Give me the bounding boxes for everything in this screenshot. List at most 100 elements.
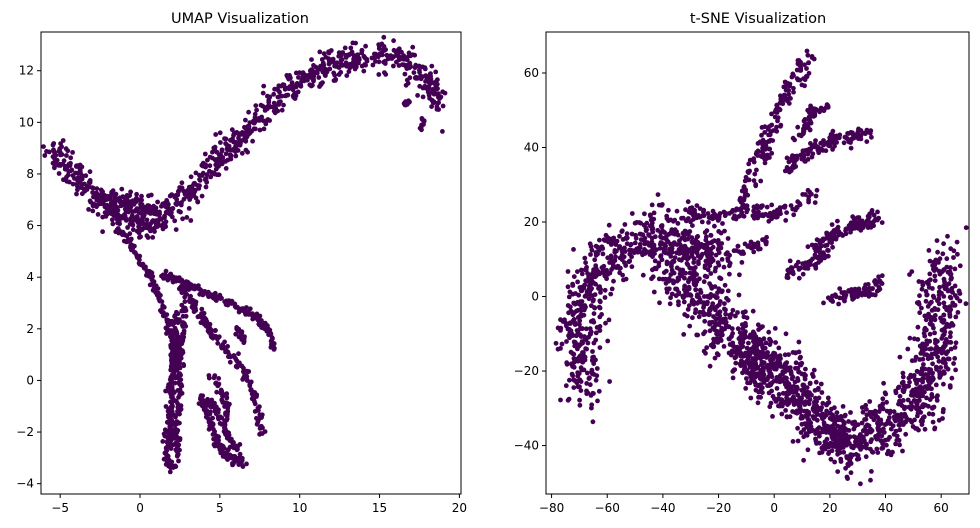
tsne-point-596 <box>615 263 621 269</box>
tsne-point-1037 <box>650 254 655 259</box>
tsne-point-387 <box>674 208 680 214</box>
tsne-point-2020 <box>847 458 853 464</box>
umap-y-tick-label: 12 <box>19 64 34 78</box>
umap-point-1926 <box>220 444 226 449</box>
tsne-point-622 <box>591 361 597 366</box>
tsne-point-511 <box>593 337 599 343</box>
tsne-point-1080 <box>783 408 788 413</box>
tsne-point-1825 <box>932 330 937 336</box>
tsne-point-1711 <box>941 294 947 299</box>
tsne-point-637 <box>704 248 710 254</box>
tsne-point-55 <box>587 382 593 388</box>
tsne-point-54 <box>712 223 717 229</box>
umap-point-1819 <box>172 435 177 441</box>
tsne-point-1044 <box>701 331 706 337</box>
tsne-point-1900 <box>745 350 750 356</box>
umap-point-1996 <box>227 438 233 443</box>
umap-point-1159 <box>125 239 131 244</box>
tsne-point-1695 <box>805 424 811 430</box>
umap-x-tick-label: 0 <box>136 501 144 515</box>
umap-point-1921 <box>224 456 230 462</box>
tsne-point-396 <box>627 251 633 257</box>
umap-point-700 <box>406 50 412 56</box>
umap-point-1672 <box>169 384 175 390</box>
tsne-point-1791 <box>706 310 712 316</box>
tsne-point-111 <box>725 236 731 241</box>
umap-point-668 <box>195 199 201 204</box>
tsne-point-1863 <box>681 332 687 337</box>
umap-point-663 <box>77 168 83 173</box>
tsne-point-2674 <box>870 219 876 225</box>
tsne-point-475 <box>571 247 576 252</box>
tsne-point-43 <box>607 379 612 384</box>
tsne-point-1644 <box>834 410 840 415</box>
tsne-point-1833 <box>859 405 865 410</box>
tsne-point-1846 <box>927 331 933 337</box>
umap-point-823 <box>63 165 68 171</box>
tsne-point-2454 <box>789 165 795 171</box>
umap-point-623 <box>50 160 56 166</box>
tsne-point-516 <box>654 247 659 253</box>
umap-point-769 <box>270 104 276 110</box>
tsne-point-317 <box>569 371 575 377</box>
tsne-point-2837 <box>862 285 867 291</box>
tsne-point-1832 <box>930 361 935 367</box>
tsne-point-1612 <box>953 367 958 373</box>
umap-point-824 <box>154 218 159 223</box>
umap-point-788 <box>310 76 315 82</box>
umap-point-814 <box>163 210 169 215</box>
umap-point-847 <box>164 203 169 208</box>
umap-point-613 <box>243 117 248 123</box>
umap-point-1325 <box>263 324 269 329</box>
tsne-point-1215 <box>651 289 657 295</box>
tsne-point-1425 <box>914 368 920 374</box>
tsne-point-2831 <box>876 278 882 284</box>
tsne-point-2691 <box>831 228 837 233</box>
umap-point-697 <box>399 56 405 62</box>
tsne-point-2113 <box>850 443 855 449</box>
tsne-point-608 <box>597 328 603 333</box>
tsne-point-2696 <box>833 236 839 242</box>
umap-point-468 <box>203 164 209 170</box>
tsne-point-1141 <box>907 335 913 341</box>
tsne-point-1245 <box>733 313 738 319</box>
tsne-point-1724 <box>915 377 921 383</box>
tsne-point-1199 <box>701 279 707 285</box>
tsne-point-128 <box>564 339 569 344</box>
tsne-point-374 <box>739 260 745 265</box>
umap-point-2035 <box>224 400 230 406</box>
umap-point-710 <box>51 148 56 154</box>
tsne-point-145 <box>605 338 611 344</box>
tsne-point-1246 <box>930 263 935 268</box>
umap-point-1011 <box>132 208 138 214</box>
tsne-point-2031 <box>856 443 862 449</box>
tsne-point-2486 <box>816 150 822 156</box>
tsne-point-1675 <box>790 439 796 444</box>
tsne-point-1353 <box>776 392 782 397</box>
tsne-point-2088 <box>782 352 788 358</box>
tsne-point-1913 <box>952 345 958 350</box>
umap-point-783 <box>218 152 224 158</box>
umap-point-519 <box>372 51 377 57</box>
tsne-point-1529 <box>722 282 728 288</box>
umap-point-97 <box>316 75 322 80</box>
umap-point-1745 <box>177 365 183 371</box>
tsne-point-1808 <box>706 294 712 300</box>
tsne-point-2664 <box>850 226 855 232</box>
umap-point-694 <box>65 172 71 178</box>
umap-point-1395 <box>254 415 259 421</box>
umap-y-tick-label: 6 <box>26 219 34 233</box>
umap-point-1009 <box>105 206 111 212</box>
umap-point-2089 <box>419 122 424 128</box>
tsne-point-1905 <box>880 445 886 451</box>
tsne-point-1083 <box>693 307 699 313</box>
umap-point-1489 <box>248 387 254 393</box>
tsne-point-463 <box>651 210 657 216</box>
tsne-point-2808 <box>853 288 859 294</box>
umap-point-2066 <box>234 326 240 332</box>
tsne-point-2727 <box>796 275 802 281</box>
umap-point-1152 <box>116 230 122 236</box>
tsne-point-660 <box>685 236 691 242</box>
umap-point-264 <box>381 34 387 40</box>
tsne-point-2125 <box>781 364 787 370</box>
